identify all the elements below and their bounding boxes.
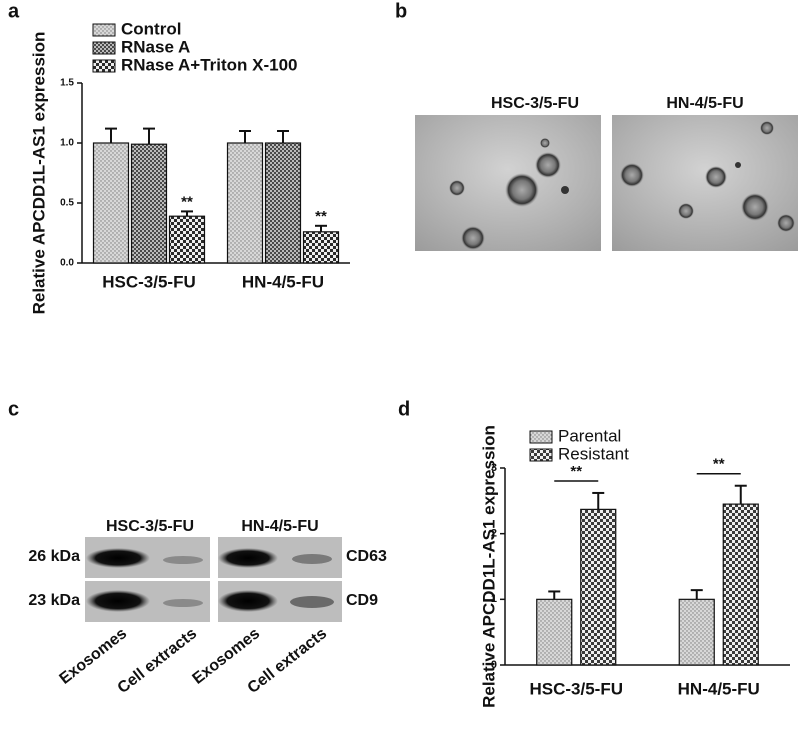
micrograph-label: HSC-3/5-FU	[491, 95, 579, 112]
bar-texture	[722, 503, 759, 666]
bar-texture	[580, 508, 617, 666]
y-axis-label: Relative APCDD1L-AS1 expression	[479, 425, 498, 708]
blot	[85, 537, 342, 622]
bar-texture	[168, 215, 206, 264]
y-axis-label: Relative APCDD1L-AS1 expression	[29, 32, 48, 315]
bar-texture	[264, 142, 302, 264]
y-tick-label: 1.5	[60, 78, 74, 89]
micrograph	[415, 115, 601, 251]
blot-group-label: HSC-3/5-FU	[106, 518, 194, 535]
bar-texture	[678, 598, 715, 666]
lane-label: Exosomes	[57, 625, 131, 688]
blot-size-label: 23 kDa	[28, 592, 80, 609]
blot-group-label: HN-4/5-FU	[241, 518, 318, 535]
y-tick-label: 1.0	[60, 138, 74, 149]
significance-label: **	[315, 208, 327, 225]
bar-texture	[536, 598, 573, 666]
significance-label: **	[570, 463, 582, 480]
significance-label: **	[181, 193, 193, 210]
blot-marker-label: CD63	[346, 548, 387, 565]
blot-size-label: 26 kDa	[28, 548, 80, 565]
x-tick-label: HN-4/5-FU	[242, 272, 324, 291]
legend-swatch-texture	[92, 23, 116, 37]
legend-swatch-texture	[529, 430, 553, 444]
y-tick-label: 0.5	[60, 198, 74, 209]
legend-label: RNase A+Triton X-100	[121, 55, 298, 74]
legend-label: Parental	[558, 426, 621, 445]
legend-label: Resistant	[558, 444, 629, 463]
y-tick-label: 0.0	[60, 258, 74, 269]
panel-label: a	[8, 0, 20, 22]
x-tick-label: HSC-3/5-FU	[529, 679, 623, 698]
bar-texture	[92, 142, 130, 264]
legend-swatch-texture	[529, 448, 553, 462]
legend-label: Control	[121, 19, 181, 38]
micrograph-label: HN-4/5-FU	[666, 95, 743, 112]
legend-swatch-texture	[92, 41, 116, 55]
y-tick-label: 0	[491, 659, 497, 671]
x-tick-label: HN-4/5-FU	[678, 679, 760, 698]
y-tick-label: 2	[491, 528, 497, 540]
panel-label: d	[398, 398, 410, 420]
bar-texture	[130, 143, 168, 264]
bar-texture	[226, 142, 264, 264]
y-tick-label: 3	[491, 462, 497, 474]
panel-label: c	[8, 398, 19, 420]
legend-swatch-texture	[92, 59, 116, 73]
bar-texture	[302, 231, 340, 264]
panel-label: b	[395, 0, 407, 22]
significance-label: **	[713, 456, 725, 473]
x-tick-label: HSC-3/5-FU	[102, 272, 196, 291]
blot-marker-label: CD9	[346, 592, 378, 609]
legend-label: RNase A	[121, 37, 190, 56]
micrograph	[612, 115, 798, 251]
y-tick-label: 1	[491, 593, 497, 605]
